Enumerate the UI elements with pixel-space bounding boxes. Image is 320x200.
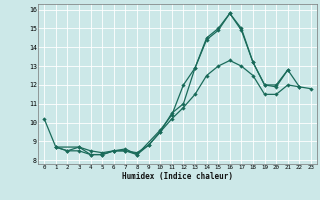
X-axis label: Humidex (Indice chaleur): Humidex (Indice chaleur) [122,172,233,181]
